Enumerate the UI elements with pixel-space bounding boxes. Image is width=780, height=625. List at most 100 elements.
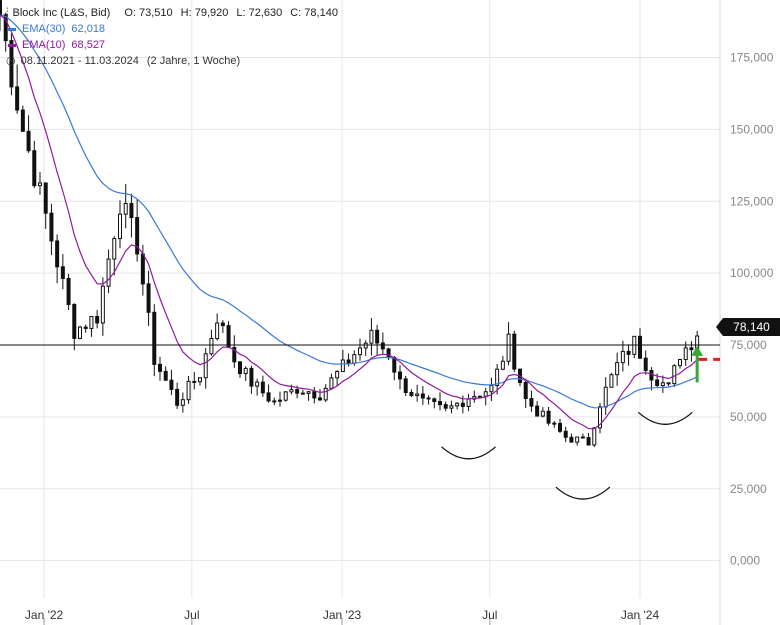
candle-down	[266, 392, 271, 402]
bowl-annotation	[441, 446, 496, 460]
last-price-tag: 78,140	[716, 318, 780, 336]
candle-down	[546, 410, 551, 424]
candle-down	[380, 342, 385, 350]
candle-down	[689, 347, 694, 351]
ema30-label: EMA(30)	[22, 23, 66, 35]
close-value: C: 78,140	[290, 7, 338, 19]
candle-up	[243, 367, 248, 375]
candle-down	[272, 400, 277, 403]
candle-down	[163, 370, 168, 381]
candle-up	[203, 353, 208, 379]
candle-down	[146, 283, 151, 313]
candle-down	[375, 329, 380, 344]
candle-up	[683, 347, 688, 360]
y-tick-label: 75,000	[730, 338, 767, 352]
candle-down	[318, 397, 322, 401]
candle-up	[186, 380, 191, 401]
candle-down	[95, 316, 100, 324]
candle-up	[358, 347, 362, 356]
bowl-annotation	[637, 411, 693, 425]
y-tick-label: 175,000	[730, 51, 774, 65]
candle-up	[455, 402, 460, 407]
clock-icon: ◷	[6, 55, 16, 67]
candle-down	[586, 437, 591, 446]
candle-down	[626, 350, 631, 355]
candle-down	[72, 303, 77, 339]
candle-down	[649, 370, 654, 381]
date-span: (2 Jahre, 1 Woche)	[146, 55, 241, 67]
high-value: H: 79,920	[180, 7, 229, 19]
candle-down	[260, 381, 265, 394]
x-tick-label: Jan '23	[323, 608, 362, 622]
candle-down	[460, 402, 465, 407]
candle-up	[100, 285, 105, 324]
candle-down	[655, 379, 660, 387]
candle-down	[426, 397, 431, 400]
x-tick-label: Jul	[482, 608, 497, 622]
candle-up	[352, 354, 357, 364]
candle-down	[175, 388, 180, 406]
candle-up	[500, 360, 505, 370]
candle-down	[569, 436, 574, 443]
bowl-annotation	[555, 486, 611, 500]
candle-down	[386, 348, 391, 359]
candle-down	[158, 363, 162, 372]
candle-down	[392, 357, 397, 373]
y-tick-label: 125,000	[730, 194, 774, 208]
candle-up	[449, 405, 454, 409]
candle-down	[135, 217, 140, 255]
x-tick-label: Jan '24	[621, 608, 660, 622]
candle-up	[660, 382, 665, 387]
candle-up	[489, 385, 494, 393]
ema10-value: 68,527	[71, 39, 106, 51]
y-tick-label: 0,000	[730, 554, 760, 568]
candle-up	[415, 393, 420, 397]
candle-down	[403, 378, 408, 394]
candle-up	[255, 381, 260, 387]
instrument-name: Block Inc (L&S, Bid)	[12, 7, 111, 19]
bars-icon: ⫶	[6, 7, 9, 18]
legend-ema30-row: EMA(30) 62,018	[6, 21, 346, 37]
candle-up	[106, 258, 111, 287]
candle-up	[678, 358, 682, 367]
candle-down	[398, 371, 402, 380]
candle-up	[620, 350, 625, 364]
candle-up	[180, 399, 185, 406]
candle-down	[558, 422, 562, 432]
candle-up	[278, 399, 282, 402]
chart-legend: ⫶ Block Inc (L&S, Bid) O: 73,510 H: 79,9…	[6, 5, 346, 69]
legend-range-row: ◷ 08.11.2021 - 11.03.2024 (2 Jahre, 1 Wo…	[6, 53, 346, 69]
candle-up	[283, 391, 288, 401]
candle-down	[226, 325, 231, 349]
candle-down	[3, 14, 8, 42]
candle-down	[49, 212, 54, 242]
candle-up	[215, 322, 220, 339]
candle-down	[523, 381, 528, 400]
candle-up	[306, 391, 311, 394]
candle-down	[32, 150, 37, 187]
candle-down	[60, 266, 65, 279]
date-range: 08.11.2021 - 11.03.2024	[20, 55, 139, 67]
candle-up	[363, 342, 368, 349]
ema30-line	[0, 14, 698, 409]
candle-up	[478, 395, 482, 398]
candle-down	[312, 391, 317, 399]
candle-down	[438, 401, 442, 406]
candle-down	[409, 392, 414, 397]
low-value: L: 72,630	[236, 7, 283, 19]
candle-up	[38, 182, 42, 187]
candle-up	[540, 410, 545, 417]
candle-up	[615, 362, 620, 376]
candle-down	[643, 357, 648, 372]
candle-down	[220, 322, 225, 327]
candle-down	[249, 367, 254, 387]
candle-down	[238, 361, 242, 375]
candle-up	[603, 386, 608, 408]
open-value: O: 73,510	[124, 7, 173, 19]
ema10-label: EMA(10)	[22, 39, 66, 51]
y-tick-label: 100,000	[730, 266, 774, 280]
candle-up	[209, 337, 214, 355]
candle-down	[192, 380, 197, 383]
candle-up	[483, 391, 488, 397]
